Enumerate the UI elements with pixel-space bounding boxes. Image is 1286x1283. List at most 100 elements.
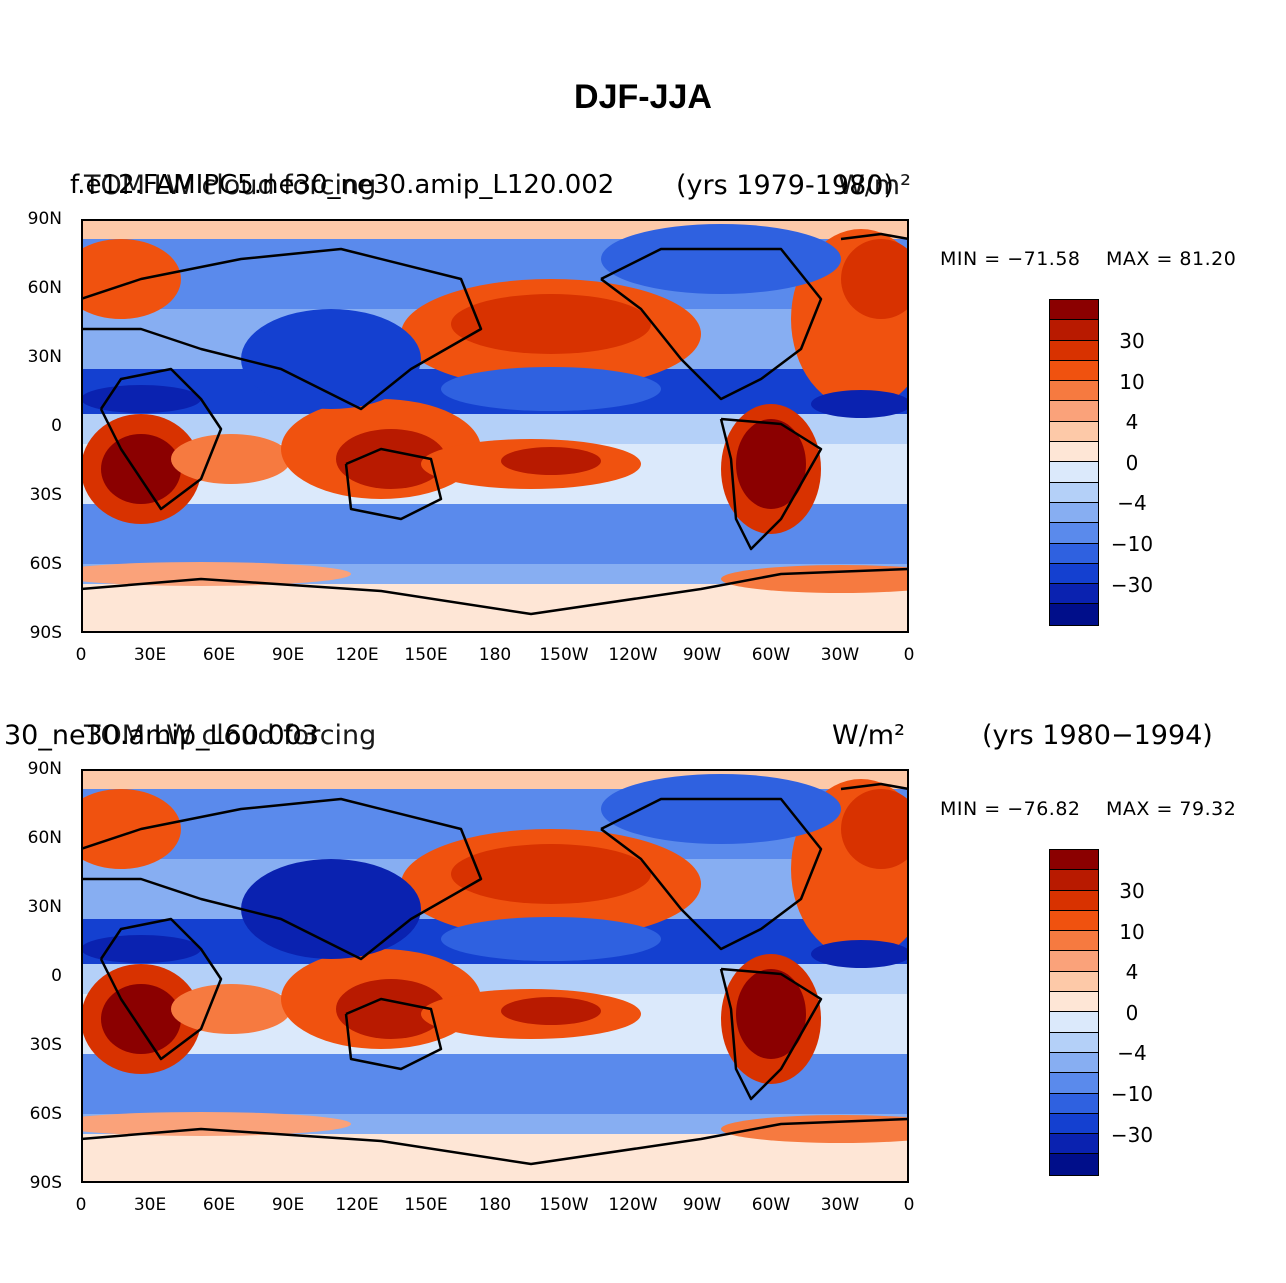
x-tick-label: 60E xyxy=(202,645,236,665)
colorbar-swatch xyxy=(1050,502,1098,524)
colorbar-tick-label: −30 xyxy=(1110,1122,1154,1147)
panel-year-range: (yrs 1980−1994) xyxy=(982,720,1213,751)
x-tick-label: 90W xyxy=(682,1195,722,1215)
field-anomaly xyxy=(841,239,909,319)
colorbar-swatch xyxy=(1050,1073,1098,1094)
colorbar-swatch xyxy=(1050,971,1098,993)
field-anomaly xyxy=(81,385,201,413)
colorbar-tick-label: 4 xyxy=(1125,410,1139,435)
colorbar-swatch xyxy=(1050,910,1098,932)
colorbar-swatch xyxy=(1050,850,1098,871)
coastline-greenland xyxy=(840,782,909,791)
colorbar-swatch xyxy=(1050,421,1098,443)
x-tick-label: 0 xyxy=(903,1195,915,1215)
field-anomaly xyxy=(501,447,601,475)
map-frame xyxy=(81,219,909,633)
colorbar-swatch xyxy=(1050,360,1098,382)
coastline-australia xyxy=(344,447,443,521)
colorbar-swatch xyxy=(1050,1154,1098,1175)
colorbar-swatch xyxy=(1050,300,1098,321)
y-tick-label: 30S xyxy=(29,485,62,505)
map-frame xyxy=(81,769,909,1183)
x-tick-label: 90E xyxy=(271,1195,305,1215)
field-anomaly xyxy=(336,979,446,1039)
colorbar-swatch xyxy=(1050,482,1098,503)
x-tick-label: 120E xyxy=(335,1195,379,1215)
colorbar-tick-label: 0 xyxy=(1125,1000,1139,1025)
x-tick-label: 120W xyxy=(608,1195,658,1215)
y-tick-label: 60N xyxy=(27,828,62,848)
y-tick-label: 30N xyxy=(27,347,62,367)
colorbar-swatch xyxy=(1050,320,1098,341)
panel-units: W/m² xyxy=(832,720,905,751)
colorbar-top xyxy=(1049,299,1099,626)
colorbar-tick-label: −30 xyxy=(1110,572,1154,597)
coastline-south-america xyxy=(719,417,823,551)
x-tick-label: 60E xyxy=(202,1195,236,1215)
y-tick-label: 60S xyxy=(29,1104,62,1124)
x-tick-label: 0 xyxy=(75,1195,87,1215)
colorbar-swatch xyxy=(1050,401,1098,422)
y-tick-label: 90N xyxy=(27,209,62,229)
field-anomaly xyxy=(241,309,421,409)
coastline-eurasia xyxy=(81,247,483,411)
colorbar-swatch xyxy=(1050,604,1098,625)
panel-left-title: 30_ne30.amip_L60.003 xyxy=(4,720,320,751)
figure-title: DJF-JJA xyxy=(574,78,712,116)
colorbar-tick-label: 4 xyxy=(1125,960,1139,985)
colorbar-swatch xyxy=(1050,523,1098,544)
colorbar-tick-label: −10 xyxy=(1110,1082,1154,1106)
panel-year-range: (yrs 1979-1980) xyxy=(676,170,894,201)
field-anomaly xyxy=(101,434,181,504)
y-tick-label: 90S xyxy=(29,1173,62,1193)
field-anomaly xyxy=(451,844,651,904)
field-anomaly xyxy=(171,434,291,484)
field-anomaly xyxy=(81,789,181,869)
panel-units: W/m² xyxy=(838,170,911,201)
x-tick-label: 30W xyxy=(820,645,860,665)
min-value-label: MIN = −76.82 xyxy=(940,798,1081,820)
field-anomaly xyxy=(171,984,291,1034)
field-anomaly xyxy=(811,390,909,418)
y-tick-label: 60N xyxy=(27,278,62,298)
colorbar-tick-label: 30 xyxy=(1119,329,1145,353)
field-anomaly xyxy=(81,1112,351,1136)
colorbar-tick-label: −10 xyxy=(1110,532,1154,556)
colorbar-swatch xyxy=(1050,340,1098,361)
y-tick-label: 0 xyxy=(51,966,62,986)
field-anomaly xyxy=(841,789,909,869)
field-anomaly xyxy=(736,969,806,1059)
x-tick-label: 150W xyxy=(539,1195,589,1215)
coastline-australia xyxy=(344,997,443,1071)
field-anomaly xyxy=(81,562,351,586)
x-tick-label: 150E xyxy=(404,1195,448,1215)
field-anomaly xyxy=(451,294,651,354)
colorbar-swatch xyxy=(1050,462,1098,483)
coastline-africa xyxy=(99,367,223,511)
colorbar-swatch xyxy=(1050,890,1098,911)
field-anomaly xyxy=(336,429,446,489)
y-tick-label: 30N xyxy=(27,897,62,917)
colorbar-swatch xyxy=(1050,442,1098,463)
panel-variable-title: TOM LW cloud forcing xyxy=(84,170,377,201)
colorbar-swatch xyxy=(1050,1113,1098,1135)
x-tick-label: 30E xyxy=(133,645,167,665)
x-tick-label: 90W xyxy=(682,645,722,665)
coastline-north-america xyxy=(600,247,823,401)
colorbar-swatch xyxy=(1050,381,1098,402)
field-anomaly xyxy=(241,859,421,959)
colorbar-tick-label: −4 xyxy=(1117,1041,1147,1066)
x-tick-label: 60W xyxy=(751,1195,791,1215)
x-tick-label: 150E xyxy=(404,645,448,665)
x-tick-label: 0 xyxy=(903,645,915,665)
map-panel-bottom: 30_ne30.amip_L60.003 TOM LW cloud forcin… xyxy=(0,0,1286,820)
x-tick-label: 120E xyxy=(335,645,379,665)
coastline-antarctica xyxy=(81,567,909,616)
coastline-greenland xyxy=(840,232,909,241)
y-tick-label: 90N xyxy=(27,759,62,779)
map-plot-top xyxy=(81,219,909,633)
field-anomaly xyxy=(601,224,841,294)
coastline-north-america xyxy=(600,797,823,951)
y-tick-label: 0 xyxy=(51,416,62,436)
x-tick-label: 30W xyxy=(820,1195,860,1215)
